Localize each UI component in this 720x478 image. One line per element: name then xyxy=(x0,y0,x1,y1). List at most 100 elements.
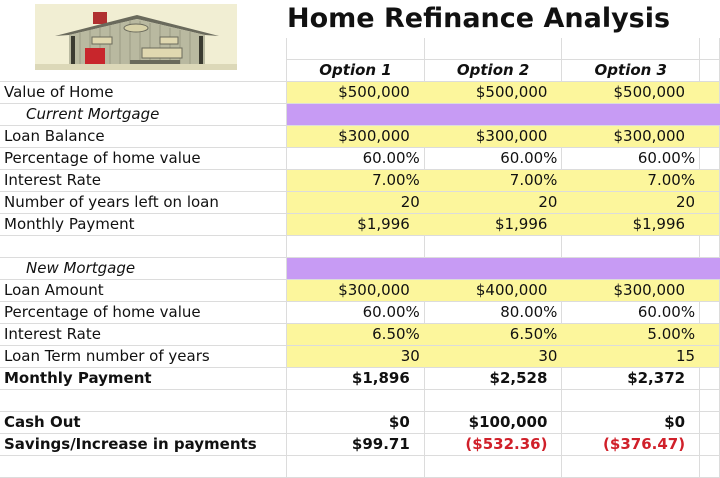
row-label[interactable]: Number of years left on loan xyxy=(0,191,288,215)
row-label[interactable]: New Mortgage xyxy=(0,257,288,281)
row-label[interactable]: Loan Amount xyxy=(0,279,288,303)
empty-cell[interactable] xyxy=(699,323,720,347)
cell-option-3[interactable]: 7.00% xyxy=(561,169,701,193)
cell-option-2[interactable]: 6.50% xyxy=(424,323,563,347)
cell-option-3[interactable]: $300,000 xyxy=(561,125,701,149)
row-label[interactable]: Value of Home xyxy=(0,81,288,105)
cell-option-3[interactable]: 15 xyxy=(561,345,701,369)
cell-option-2[interactable]: 30 xyxy=(424,345,563,369)
cell-option-3[interactable]: 20 xyxy=(561,191,701,215)
empty-cell[interactable] xyxy=(699,147,720,171)
empty-cell[interactable] xyxy=(699,125,720,149)
cell-option-1[interactable]: $1,996 xyxy=(286,213,425,237)
cell-option-1[interactable]: $300,000 xyxy=(286,279,425,303)
cell-option-1[interactable]: $300,000 xyxy=(286,125,425,149)
cell-option-2[interactable]: $1,996 xyxy=(424,213,563,237)
empty-cell[interactable] xyxy=(699,257,720,281)
cell-option-2[interactable]: $300,000 xyxy=(424,125,563,149)
cell-option-1[interactable]: $99.71 xyxy=(286,433,425,456)
table-row: Loan Amount $300,000 $400,000 $300,000 xyxy=(0,279,720,303)
cell-option-2[interactable] xyxy=(424,389,563,412)
row-label[interactable]: Loan Term number of years xyxy=(0,345,288,369)
row-label[interactable]: Cash Out xyxy=(0,411,288,434)
row-label[interactable]: Interest Rate xyxy=(0,169,288,193)
cell-option-1[interactable] xyxy=(286,103,425,127)
table-row xyxy=(0,235,720,259)
cell-option-2[interactable]: 60.00% xyxy=(424,147,563,171)
column-header-option-3[interactable]: Option 3 xyxy=(561,59,701,83)
header-row: Option 1 Option 2 Option 3 xyxy=(0,59,720,83)
row-label[interactable]: Monthly Payment xyxy=(0,367,288,391)
cell-option-1[interactable]: 6.50% xyxy=(286,323,425,347)
row-label[interactable]: Savings/Increase in payments xyxy=(0,433,288,456)
row-label[interactable]: Monthly Payment xyxy=(0,213,288,237)
cell-option-1[interactable] xyxy=(286,389,425,412)
cell-option-3[interactable]: ($376.47) xyxy=(561,433,701,456)
cell-option-3[interactable] xyxy=(561,235,701,259)
cell-option-3[interactable]: $0 xyxy=(561,411,701,434)
row-label[interactable] xyxy=(0,455,288,478)
cell-option-1[interactable] xyxy=(286,235,425,259)
cell-option-2[interactable] xyxy=(424,257,563,281)
row-label[interactable]: Interest Rate xyxy=(0,323,288,347)
empty-cell[interactable] xyxy=(699,235,720,259)
empty-cell[interactable] xyxy=(699,433,720,456)
empty-cell[interactable] xyxy=(699,279,720,303)
cell-option-1[interactable]: $0 xyxy=(286,411,425,434)
row-label[interactable]: Current Mortgage xyxy=(0,103,288,127)
section-row: New Mortgage xyxy=(0,257,720,281)
empty-cell[interactable] xyxy=(699,455,720,478)
cell-option-2[interactable]: ($532.36) xyxy=(424,433,563,456)
cell-option-1[interactable]: 7.00% xyxy=(286,169,425,193)
cell-option-2[interactable]: $100,000 xyxy=(424,411,563,434)
cell-option-1[interactable] xyxy=(286,455,425,478)
cell-option-1[interactable]: 30 xyxy=(286,345,425,369)
cell-option-1[interactable]: 20 xyxy=(286,191,425,215)
cell-option-3[interactable]: $2,372 xyxy=(561,367,701,391)
cell-option-2[interactable]: 20 xyxy=(424,191,563,215)
table-row: Loan Term number of years 30 30 15 xyxy=(0,345,720,369)
row-label[interactable] xyxy=(0,389,288,412)
cell-option-3[interactable]: $300,000 xyxy=(561,279,701,303)
empty-cell[interactable] xyxy=(699,367,720,391)
cell-option-2[interactable] xyxy=(424,455,563,478)
table-row: Cash Out $0 $100,000 $0 xyxy=(0,411,720,434)
row-label[interactable] xyxy=(0,235,288,259)
cell-option-2[interactable] xyxy=(424,103,563,127)
empty-cell[interactable] xyxy=(699,103,720,127)
cell-option-3[interactable] xyxy=(561,103,701,127)
empty-cell[interactable] xyxy=(699,213,720,237)
row-label[interactable]: Loan Balance xyxy=(0,125,288,149)
cell-option-1[interactable]: 60.00% xyxy=(286,147,425,171)
cell-option-3[interactable] xyxy=(561,455,701,478)
cell-option-2[interactable]: 80.00% xyxy=(424,301,563,325)
cell-option-2[interactable]: $400,000 xyxy=(424,279,563,303)
cell-option-3[interactable] xyxy=(561,257,701,281)
empty-cell[interactable] xyxy=(699,81,720,105)
empty-cell[interactable] xyxy=(699,345,720,369)
cell-option-3[interactable]: 5.00% xyxy=(561,323,701,347)
cell-option-1[interactable]: $1,896 xyxy=(286,367,425,391)
empty-cell[interactable] xyxy=(699,301,720,325)
row-label[interactable]: Percentage of home value xyxy=(0,147,288,171)
empty-cell[interactable] xyxy=(699,411,720,434)
row-label[interactable]: Percentage of home value xyxy=(0,301,288,325)
cell-option-2[interactable]: $500,000 xyxy=(424,81,563,105)
cell-option-3[interactable]: $500,000 xyxy=(561,81,701,105)
cell-option-2[interactable]: 7.00% xyxy=(424,169,563,193)
cell-option-2[interactable]: $2,528 xyxy=(424,367,563,391)
cell-option-1[interactable] xyxy=(286,257,425,281)
cell-option-3[interactable]: $1,996 xyxy=(561,213,701,237)
column-header-option-1[interactable]: Option 1 xyxy=(286,59,425,83)
cell-option-1[interactable]: $500,000 xyxy=(286,81,425,105)
cell-option-2[interactable] xyxy=(424,235,563,259)
cell-option-3[interactable]: 60.00% xyxy=(561,147,701,171)
table-row: Interest Rate 6.50% 6.50% 5.00% xyxy=(0,323,720,347)
cell-option-1[interactable]: 60.00% xyxy=(286,301,425,325)
empty-cell[interactable] xyxy=(699,389,720,412)
empty-cell[interactable] xyxy=(699,191,720,215)
cell-option-3[interactable] xyxy=(561,389,701,412)
column-header-option-2[interactable]: Option 2 xyxy=(424,59,563,83)
empty-cell[interactable] xyxy=(699,169,720,193)
cell-option-3[interactable]: 60.00% xyxy=(561,301,701,325)
